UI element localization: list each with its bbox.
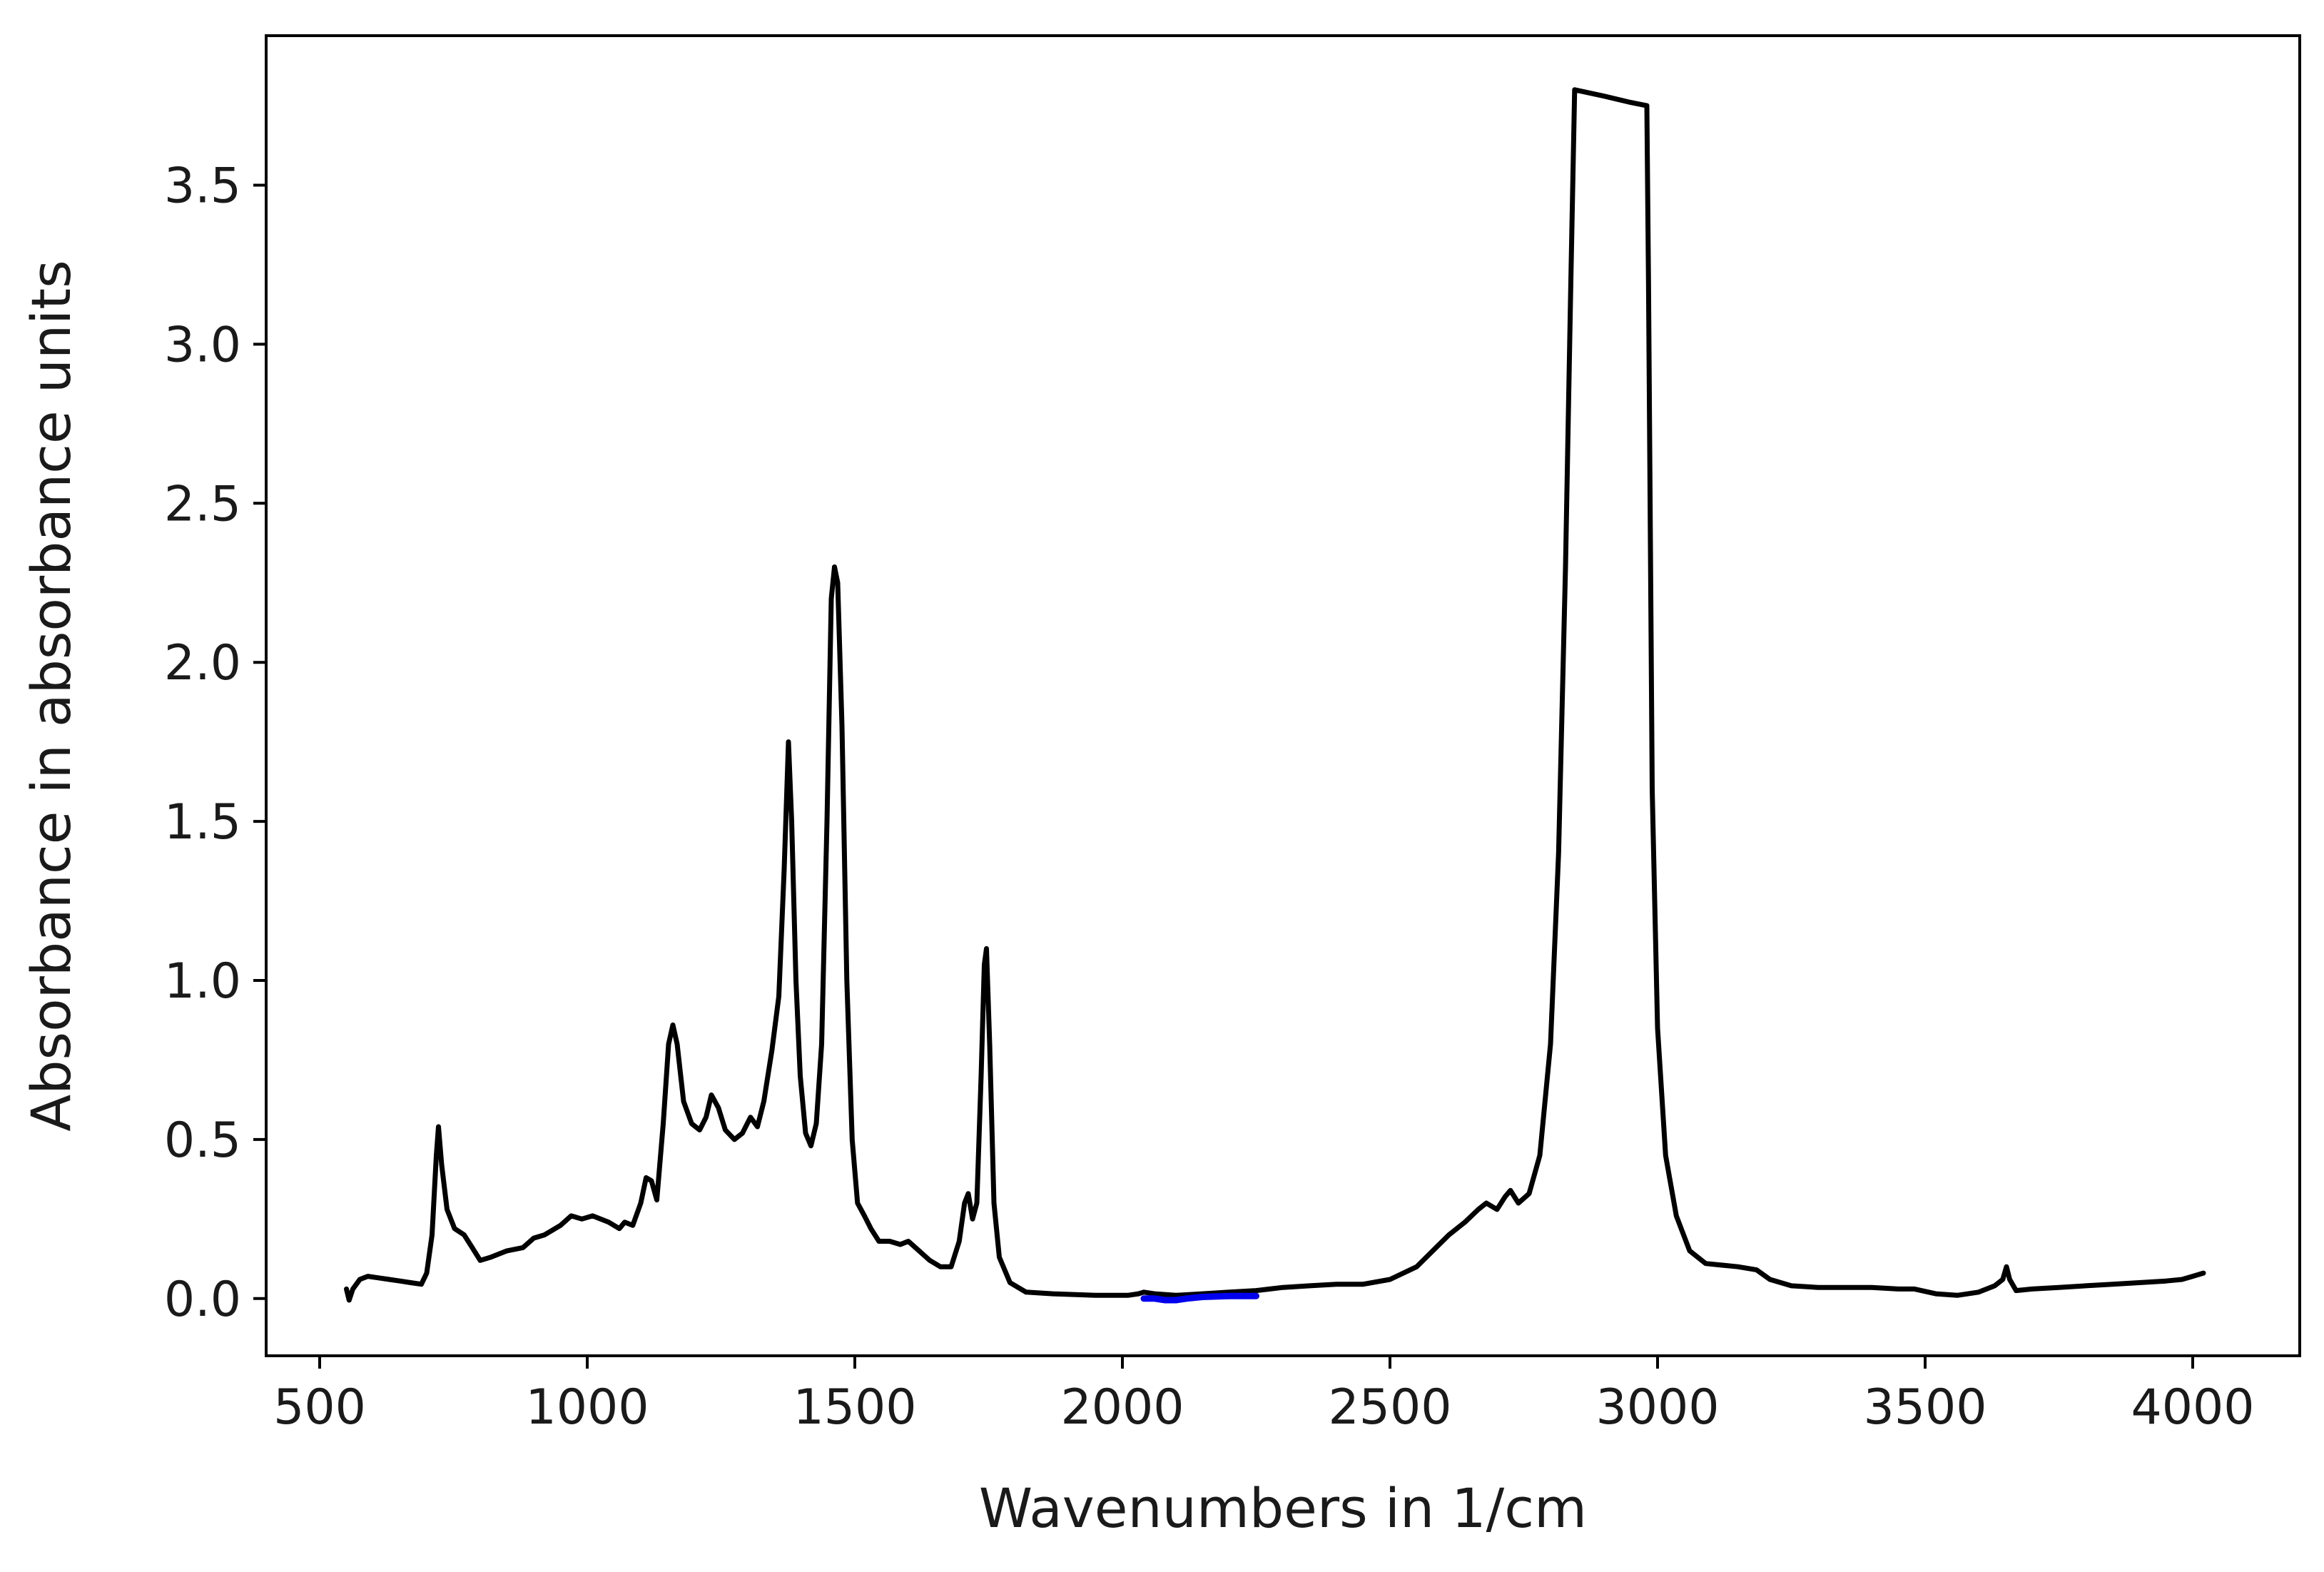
x-tick-label: 4000: [2131, 1379, 2254, 1436]
y-axis-label: Absorbance in absorbance units: [19, 260, 83, 1131]
spectrum-line: [344, 87, 2206, 1303]
y-tick-label: 3.0: [164, 317, 241, 373]
y-tick-label: 1.5: [164, 794, 241, 851]
x-tick-label: 2500: [1328, 1379, 1451, 1436]
y-tick-label: 1.0: [164, 953, 241, 1010]
x-tick-label: 2000: [1060, 1379, 1184, 1436]
x-axis-label: Wavenumbers in 1/cm: [979, 1476, 1587, 1540]
y-axis: 0.0 0.5 1.0 1.5 2.0 2.5 3.0 3.5: [164, 158, 266, 1328]
highlight-segment: [1140, 1292, 1259, 1304]
x-tick-label: 3000: [1595, 1379, 1719, 1436]
y-tick-label: 2.0: [164, 635, 241, 691]
y-tick-label: 0.0: [164, 1272, 241, 1328]
x-tick-label: 1000: [525, 1379, 649, 1436]
y-tick-label: 0.5: [164, 1112, 241, 1169]
x-tick-label: 1500: [793, 1379, 916, 1436]
x-tick-label: 3500: [1863, 1379, 1986, 1436]
series-layer: [344, 87, 2206, 1304]
x-tick-label: 500: [273, 1379, 366, 1436]
plot-frame: [265, 34, 2301, 1357]
y-tick-label: 2.5: [164, 476, 241, 532]
y-tick-label: 3.5: [164, 158, 241, 215]
x-axis: 500 1000 1500 2000 2500 3000 3500 4000: [273, 1356, 2255, 1436]
